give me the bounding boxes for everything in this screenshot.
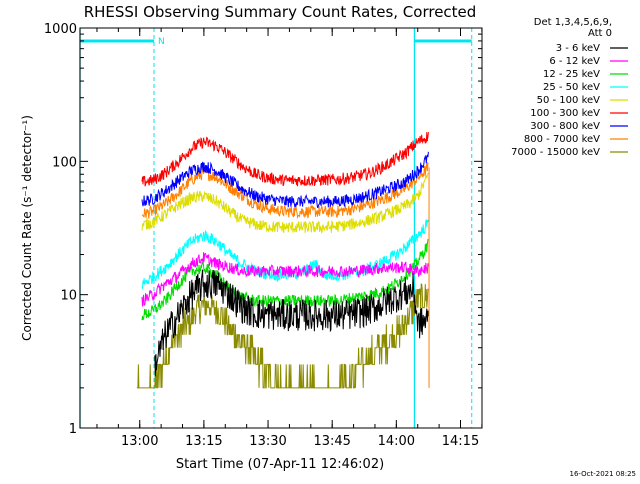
series-line bbox=[141, 132, 429, 187]
legend-label: 12 - 25 keV bbox=[543, 69, 600, 80]
x-tick-label: 13:15 bbox=[185, 434, 222, 449]
y-tick-label: 1 bbox=[69, 422, 77, 437]
x-tick-label: 13:00 bbox=[121, 434, 158, 449]
series-group bbox=[136, 132, 430, 389]
series-line bbox=[141, 151, 429, 208]
plot-frame bbox=[79, 27, 483, 429]
legend-label: 7000 - 15000 keV bbox=[511, 147, 600, 158]
y-tick-label: 100 bbox=[52, 155, 77, 170]
marker-n-label: N bbox=[158, 37, 165, 47]
legend-header-line: Att 0 bbox=[588, 28, 612, 39]
axis-ticks: 13:00 13:15 13:30 13:45 14:00 14:15 1 10 100 1000 bbox=[44, 22, 483, 449]
series-line bbox=[136, 283, 429, 389]
legend-label: 100 - 300 keV bbox=[530, 108, 600, 119]
series-line bbox=[141, 252, 429, 307]
series-line bbox=[154, 269, 429, 377]
y-axis-label: Corrected Count Rate (s⁻¹ detector⁻¹) bbox=[20, 115, 34, 341]
y-tick-label: 1000 bbox=[44, 22, 77, 37]
legend-label: 25 - 50 keV bbox=[543, 82, 600, 93]
legend-label: 6 - 12 keV bbox=[549, 56, 600, 67]
x-tick-label: 13:45 bbox=[313, 434, 350, 449]
legend-header-line: Det 1,3,4,5,6,9, bbox=[534, 17, 612, 28]
chart-title: RHESSI Observing Summary Count Rates, Co… bbox=[84, 3, 477, 21]
x-tick-label: 14:00 bbox=[378, 434, 415, 449]
legend-label: 50 - 100 keV bbox=[537, 95, 601, 106]
legend-label: 800 - 7000 keV bbox=[524, 134, 600, 145]
x-tick-label: 14:15 bbox=[442, 434, 479, 449]
x-axis-label: Start Time (07-Apr-11 12:46:02) bbox=[176, 457, 384, 472]
legend: Det 1,3,4,5,6,9,Att 0 3 - 6 keV 6 - 12 keV… bbox=[511, 17, 628, 158]
legend-label: 3 - 6 keV bbox=[556, 43, 600, 54]
y-tick-label: 10 bbox=[60, 289, 77, 304]
x-tick-label: 13:30 bbox=[249, 434, 286, 449]
series-line bbox=[141, 172, 429, 234]
series-line bbox=[141, 238, 429, 321]
series-line bbox=[141, 161, 429, 220]
footer-date: 16-Oct-2021 08:25 bbox=[570, 470, 636, 478]
legend-label: 300 - 800 keV bbox=[530, 121, 600, 132]
